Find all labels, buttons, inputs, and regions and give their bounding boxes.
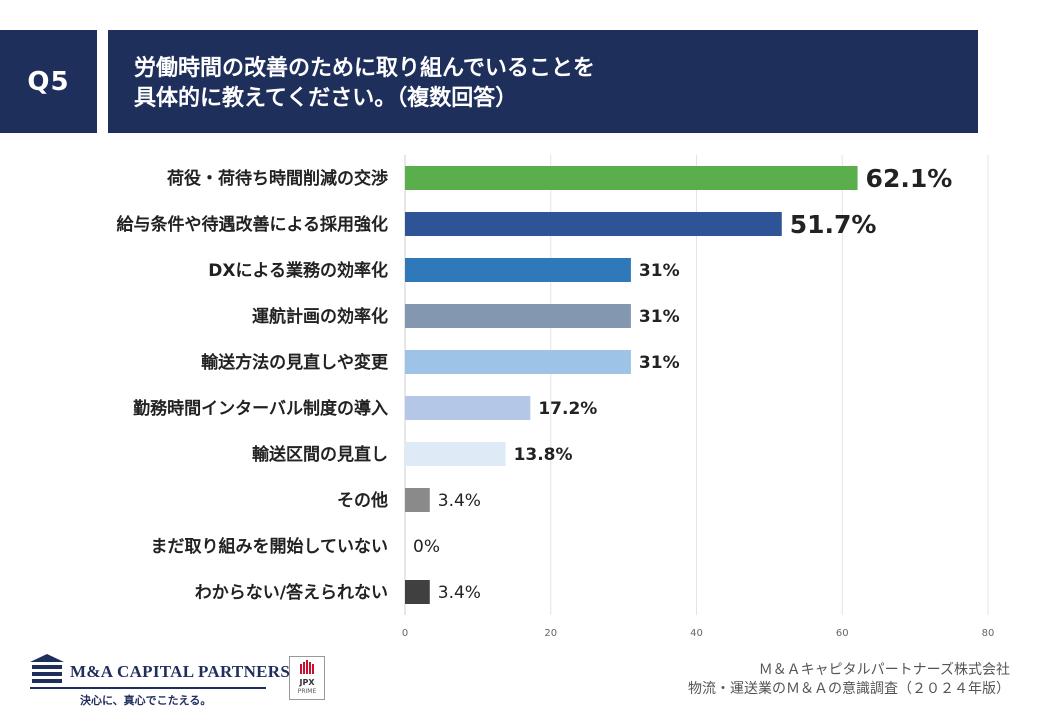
jpx-prime-label: PRIME — [297, 688, 317, 695]
category-label: その他 — [337, 490, 388, 511]
value-label: 31% — [639, 261, 680, 281]
x-tick-label: 80 — [982, 628, 995, 639]
category-label: わからない/答えられない — [195, 582, 388, 603]
value-label: 31% — [639, 307, 680, 327]
question-title-line-2: 具体的に教えてください。（複数回答） — [134, 86, 518, 111]
company-logo-rule — [30, 687, 266, 689]
category-label: DXによる業務の効率化 — [208, 260, 388, 281]
source-company: Ｍ＆Ａキャピタルパートナーズ株式会社 — [758, 662, 1010, 678]
value-label: 31% — [639, 353, 680, 373]
bar — [405, 396, 531, 420]
bar — [405, 258, 631, 282]
question-badge: Q5 — [0, 30, 97, 133]
category-label: 運航計画の効率化 — [252, 306, 388, 327]
category-label: まだ取り組みを開始していない — [151, 536, 389, 557]
question-title-line-1: 労働時間の改善のために取り組んでいることを — [134, 56, 595, 81]
question-title: 労働時間の改善のために取り組んでいることを 具体的に教えてください。（複数回答） — [108, 30, 978, 133]
jpx-prime-logo: JPX PRIME — [289, 656, 325, 700]
value-label: 17.2% — [538, 399, 597, 419]
x-tick-label: 20 — [544, 628, 557, 639]
value-label: 51.7% — [790, 210, 877, 239]
value-label: 3.4% — [438, 491, 481, 511]
value-label: 13.8% — [514, 445, 573, 465]
company-logo-name: M&A CAPITAL PARTNERS — [70, 662, 291, 681]
bar — [405, 212, 782, 236]
source-survey: 物流・運送業のＭ＆Ａの意識調査（２０２４年版） — [688, 681, 1010, 697]
company-logo-mark-icon — [30, 654, 64, 683]
value-label: 3.4% — [438, 583, 481, 603]
bar — [405, 304, 631, 328]
category-label: 給与条件や待遇改善による採用強化 — [117, 214, 389, 235]
bar — [405, 166, 858, 190]
company-tagline: 決心に、真心でこたえる。 — [80, 694, 212, 707]
value-label: 0% — [413, 537, 440, 557]
company-logo: M&A CAPITAL PARTNERS 決心に、真心でこたえる。 — [30, 652, 290, 710]
x-tick-label: 40 — [690, 628, 703, 639]
category-label: 輸送方法の見直しや変更 — [201, 352, 389, 373]
jpx-bars-icon — [300, 660, 314, 674]
category-label: 輸送区間の見直し — [252, 444, 388, 465]
value-label: 62.1% — [866, 164, 953, 193]
jpx-label: JPX — [299, 678, 315, 687]
bar — [405, 580, 430, 604]
bar-chart: 0 20 40 60 80 荷役・荷待ち時間削減の交渉 62.1% 給与条件や待遇改善による採… — [117, 155, 995, 639]
category-label: 勤務時間インターバル制度の導入 — [133, 398, 388, 419]
source-credit: Ｍ＆Ａキャピタルパートナーズ株式会社 物流・運送業のＭ＆Ａの意識調査（２０２４年… — [688, 661, 1010, 699]
bar — [405, 350, 631, 374]
bar — [405, 442, 506, 466]
x-tick-label: 0 — [402, 628, 408, 639]
x-tick-label: 60 — [836, 628, 849, 639]
bar — [405, 488, 430, 512]
category-label: 荷役・荷待ち時間削減の交渉 — [167, 168, 388, 189]
